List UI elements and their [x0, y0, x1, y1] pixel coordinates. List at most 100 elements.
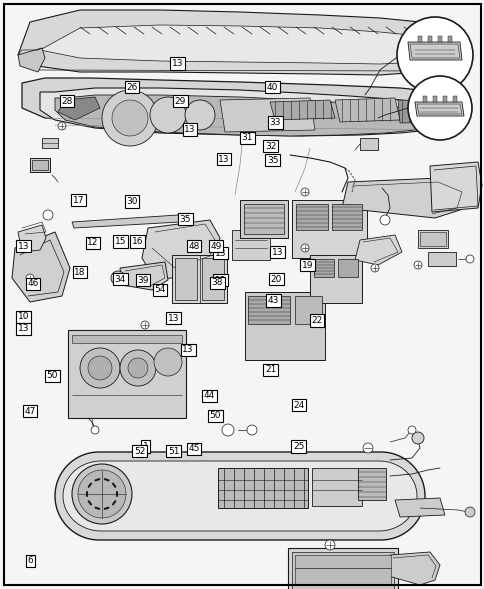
Bar: [231, 230, 270, 260]
Circle shape: [88, 356, 112, 380]
Circle shape: [379, 215, 389, 225]
Polygon shape: [40, 25, 459, 64]
Text: 28: 28: [61, 97, 73, 106]
Text: 13: 13: [214, 249, 226, 258]
Bar: [332, 204, 361, 230]
Bar: [201, 258, 224, 300]
Bar: [442, 96, 446, 102]
Text: 32: 32: [264, 141, 276, 151]
Bar: [309, 255, 361, 303]
Text: 47: 47: [24, 406, 36, 416]
Polygon shape: [429, 162, 481, 212]
Text: 19: 19: [301, 260, 313, 270]
Circle shape: [301, 188, 308, 196]
Polygon shape: [22, 78, 464, 127]
Bar: [337, 259, 357, 277]
Text: 13: 13: [17, 241, 29, 251]
Bar: [422, 96, 426, 102]
Text: 39: 39: [137, 276, 149, 285]
Text: 13: 13: [184, 125, 196, 134]
Circle shape: [324, 540, 334, 550]
Circle shape: [112, 100, 148, 136]
Text: 34: 34: [114, 274, 126, 284]
Circle shape: [154, 348, 182, 376]
Polygon shape: [384, 552, 439, 585]
Text: 17: 17: [73, 196, 84, 205]
Circle shape: [396, 17, 472, 93]
Bar: [291, 200, 366, 258]
Text: 50: 50: [46, 371, 58, 380]
Bar: [313, 259, 333, 277]
Bar: [294, 555, 390, 585]
Polygon shape: [142, 220, 220, 280]
Polygon shape: [414, 102, 463, 116]
Polygon shape: [397, 100, 441, 123]
Bar: [217, 468, 307, 508]
Text: 49: 49: [210, 241, 221, 251]
Text: 22: 22: [311, 316, 322, 325]
Bar: [294, 296, 321, 324]
Text: 6: 6: [27, 556, 33, 565]
Text: 43: 43: [267, 296, 279, 305]
Polygon shape: [354, 235, 401, 265]
Circle shape: [114, 274, 122, 282]
Text: 54: 54: [154, 285, 166, 294]
Text: 48: 48: [188, 241, 199, 251]
Bar: [72, 335, 182, 343]
Bar: [427, 36, 431, 42]
Polygon shape: [58, 97, 100, 120]
Text: 31: 31: [241, 133, 253, 143]
Bar: [32, 160, 48, 170]
Text: 13: 13: [167, 313, 179, 323]
Circle shape: [432, 84, 440, 92]
Polygon shape: [55, 95, 439, 136]
Polygon shape: [18, 10, 467, 75]
Circle shape: [141, 321, 149, 329]
Circle shape: [102, 90, 158, 146]
Bar: [175, 258, 197, 300]
Circle shape: [111, 271, 125, 285]
Circle shape: [128, 358, 148, 378]
Bar: [287, 548, 397, 589]
Polygon shape: [63, 461, 416, 531]
Polygon shape: [449, 38, 467, 63]
Circle shape: [411, 432, 423, 444]
Polygon shape: [120, 262, 167, 290]
Text: 13: 13: [214, 276, 226, 285]
Text: 52: 52: [134, 446, 145, 456]
Text: 44: 44: [203, 391, 215, 401]
Polygon shape: [220, 98, 314, 132]
Circle shape: [362, 443, 372, 453]
Bar: [437, 36, 441, 42]
Bar: [417, 230, 447, 248]
Text: 40: 40: [266, 82, 278, 92]
Text: 13: 13: [218, 154, 229, 164]
Bar: [244, 292, 324, 360]
Text: 13: 13: [171, 59, 183, 68]
Text: 13: 13: [17, 324, 29, 333]
Circle shape: [222, 424, 233, 436]
Circle shape: [80, 348, 120, 388]
Circle shape: [413, 261, 421, 269]
Bar: [417, 36, 421, 42]
Circle shape: [407, 426, 415, 434]
Text: 30: 30: [126, 197, 137, 206]
Polygon shape: [18, 48, 45, 72]
Polygon shape: [334, 98, 399, 122]
Text: 1: 1: [142, 442, 148, 451]
Bar: [30, 158, 50, 172]
Circle shape: [58, 122, 66, 130]
Text: 20: 20: [270, 274, 282, 284]
Text: 29: 29: [174, 97, 186, 106]
Circle shape: [465, 255, 473, 263]
Text: 18: 18: [74, 267, 86, 277]
Polygon shape: [341, 178, 464, 218]
Bar: [243, 204, 284, 234]
Circle shape: [78, 470, 126, 518]
Circle shape: [72, 464, 132, 524]
Bar: [247, 296, 289, 324]
Bar: [42, 138, 58, 148]
Polygon shape: [407, 42, 461, 60]
Text: 24: 24: [292, 401, 304, 410]
Text: 35: 35: [266, 155, 278, 165]
